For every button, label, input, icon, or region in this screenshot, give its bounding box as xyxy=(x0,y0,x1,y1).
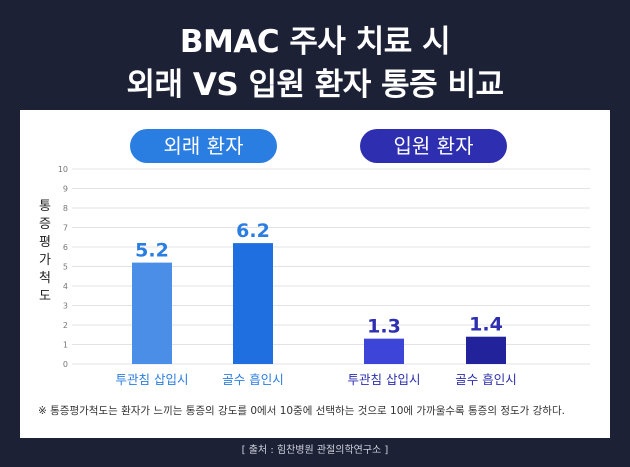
group-label-inpatient: 입원 환자 xyxy=(360,129,507,163)
bar-chart: 0 1 2 3 4 5 6 7 8 9 10 통 증 평 가 척 도 5.2 투관침 삽입시 6.2 골수 흡인시 1.3… xyxy=(39,165,590,387)
source-note: [ 출처 : 힘찬병원 관절의학연구소 ] xyxy=(241,445,389,456)
y-axis-label-char: 평 xyxy=(39,235,51,250)
y-tick-label: 6 xyxy=(63,243,68,252)
x-category-label: 투관침 삽입시 xyxy=(116,372,189,387)
y-tick-label: 2 xyxy=(63,321,68,330)
chart-title-line-1: BMAC 주사 치료 시 xyxy=(179,24,451,60)
y-tick-label: 10 xyxy=(58,165,68,174)
x-category-label: 투관침 삽입시 xyxy=(348,372,421,387)
data-label: 1.3 xyxy=(367,316,401,338)
y-tick-label: 7 xyxy=(63,224,68,233)
y-tick-label: 4 xyxy=(63,282,68,291)
x-category-label: 골수 흡인시 xyxy=(222,372,283,387)
x-category-label: 골수 흡인시 xyxy=(455,372,516,387)
y-tick-label: 3 xyxy=(63,302,68,311)
y-axis-label-char: 가 xyxy=(39,253,51,268)
bar xyxy=(466,336,506,364)
y-tick-label: 9 xyxy=(63,185,68,194)
bar xyxy=(364,338,404,364)
y-axis-label-char: 증 xyxy=(39,217,51,232)
bar xyxy=(132,262,172,364)
chart-panel: 외래 환자 입원 환자 0 1 2 3 4 5 6 7 8 9 10 통 증 평 가 척 도 5.2 투관침 삽입시… xyxy=(20,110,610,438)
data-label: 6.2 xyxy=(236,220,270,242)
y-tick-label: 8 xyxy=(63,204,68,213)
data-label: 1.4 xyxy=(469,314,503,336)
y-tick-label: 0 xyxy=(63,360,68,369)
bar xyxy=(233,243,273,364)
y-axis-label-char: 통 xyxy=(39,199,51,214)
data-label: 5.2 xyxy=(135,240,169,262)
y-axis-label-char: 척 xyxy=(39,271,51,286)
group-label-outpatient: 외래 환자 xyxy=(130,129,277,163)
y-axis-label-char: 도 xyxy=(39,289,51,304)
footnote: ※ 통증평가척도는 환자가 느끼는 통증의 강도를 0에서 10중에 선택하는 … xyxy=(38,405,565,417)
chart-title-line-2: 외래 VS 입원 환자 통증 비교 xyxy=(126,67,504,103)
y-tick-label: 5 xyxy=(63,263,68,272)
y-tick-label: 1 xyxy=(63,341,68,350)
